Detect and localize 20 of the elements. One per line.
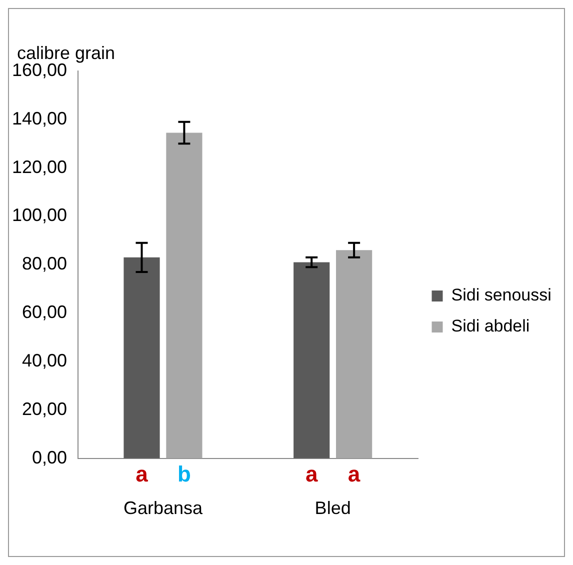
bar xyxy=(336,250,372,458)
text: b xyxy=(177,461,191,486)
legend-label: Sidi abdeli xyxy=(451,316,530,336)
text: a xyxy=(305,461,318,486)
y-tick-label: 20,00 xyxy=(22,398,68,419)
y-tick-label: 60,00 xyxy=(22,302,68,322)
y-tick-label: 80,00 xyxy=(22,254,68,274)
y-tick-label: 140,00 xyxy=(12,108,68,128)
y-tick-label: 100,00 xyxy=(12,205,68,226)
legend-label: Sidi senoussi xyxy=(451,286,552,305)
bar xyxy=(166,132,202,458)
x-tick-label: Garbansa xyxy=(123,498,204,518)
x-tick-label: Bled xyxy=(314,498,351,518)
y-tick-label: 0,00 xyxy=(32,447,68,468)
y-tick-label: 40,00 xyxy=(22,350,68,371)
bar xyxy=(124,257,160,458)
text: a xyxy=(348,461,361,486)
bar xyxy=(294,262,330,458)
y-tick-label: 120,00 xyxy=(12,156,68,177)
text: a xyxy=(136,461,149,486)
